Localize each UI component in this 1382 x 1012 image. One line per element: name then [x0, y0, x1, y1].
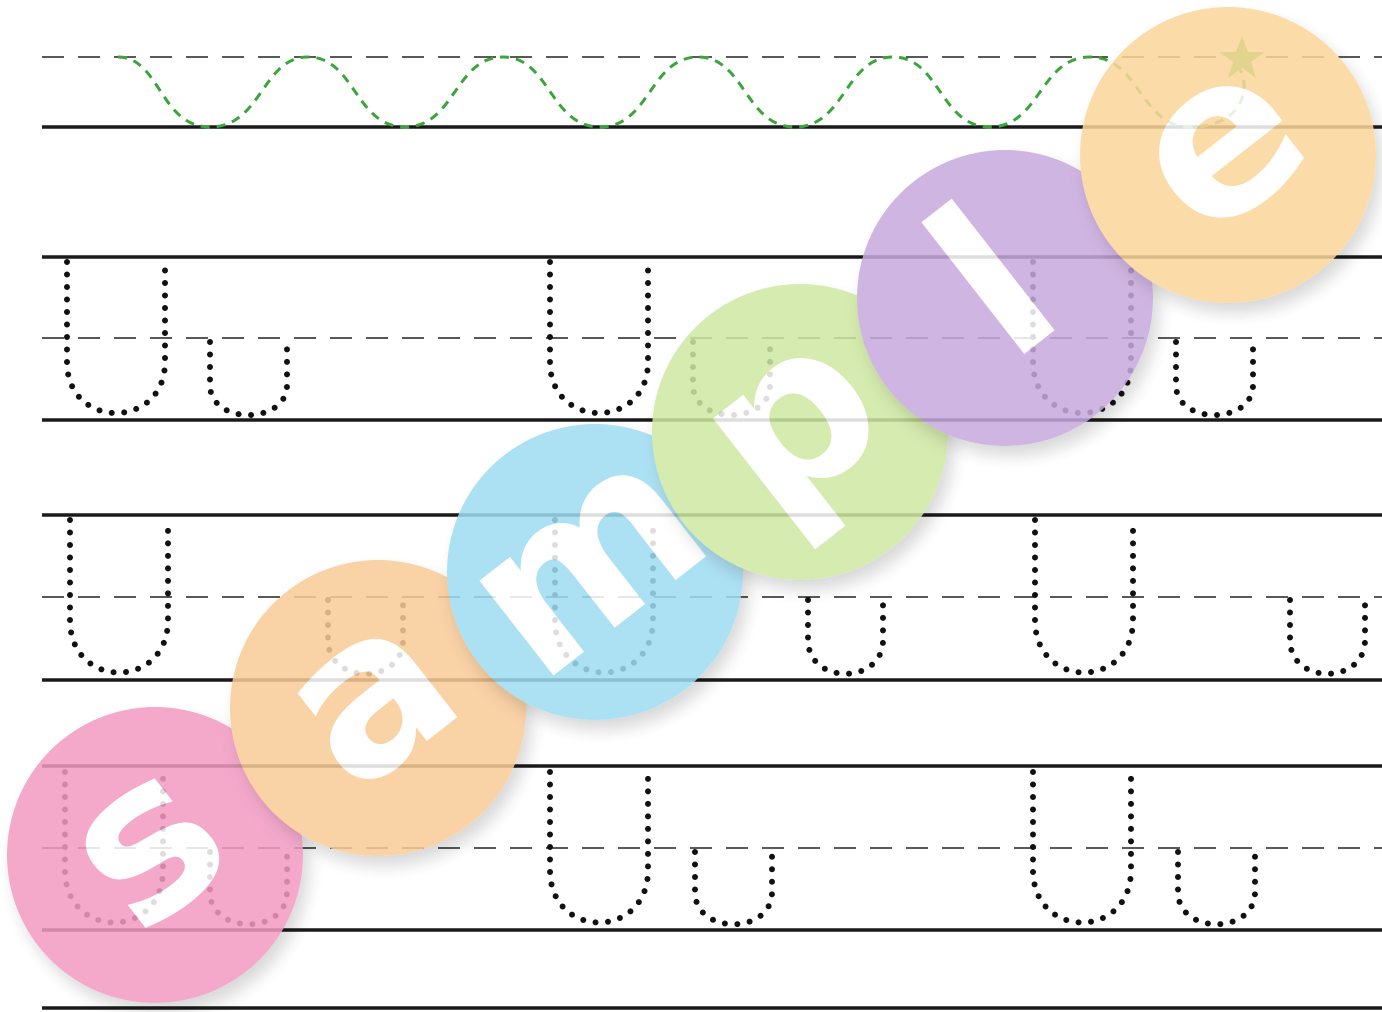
- lowercase-u-trace: [1287, 597, 1368, 677]
- uppercase-u-trace: [547, 769, 651, 926]
- uppercase-u-trace: [1032, 517, 1136, 676]
- lowercase-u-trace: [1175, 849, 1258, 928]
- lowercase-u-trace: [207, 339, 290, 418]
- lowercase-u-trace: [805, 597, 886, 677]
- sample-watermark: s a m p l e: [7, 0, 1376, 1003]
- uppercase-u-trace: [1030, 769, 1134, 926]
- lowercase-u-trace: [692, 849, 775, 928]
- wave-trace-path: [117, 55, 1246, 129]
- watermark-badge-s: s: [7, 698, 303, 1003]
- watermark-badge-l: l: [857, 150, 1153, 446]
- lowercase-u-trace: [1173, 339, 1256, 418]
- watermark-badge-e: e: [1078, 0, 1376, 303]
